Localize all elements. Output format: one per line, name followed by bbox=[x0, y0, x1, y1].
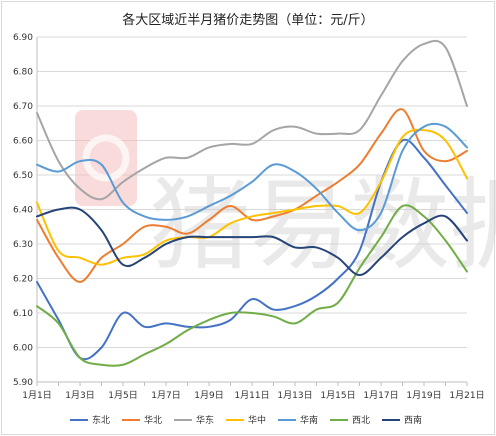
series-line-华北 bbox=[36, 108, 468, 283]
x-tick-label: 1月15日 bbox=[320, 390, 355, 401]
y-tick-label: 5.90 bbox=[13, 378, 33, 388]
x-tick-label: 1月11日 bbox=[234, 390, 269, 401]
x-tick-label: 1月5日 bbox=[108, 390, 137, 401]
y-tick-label: 6.40 bbox=[13, 206, 33, 216]
legend-item: 华北 bbox=[122, 414, 162, 426]
legend-label: 华中 bbox=[248, 414, 266, 426]
y-tick-label: 6.10 bbox=[13, 309, 33, 319]
y-tick-label: 6.30 bbox=[13, 240, 33, 250]
series-line-华中 bbox=[36, 128, 468, 266]
y-axis-ticks: 5.90 6.00 6.10 6.20 6.30 6.40 6.50 6.60 6.70 6.80… bbox=[13, 33, 33, 388]
x-tick-label: 1月21日 bbox=[449, 390, 484, 401]
series-line-华南 bbox=[36, 122, 468, 232]
series-line-西南 bbox=[36, 206, 468, 277]
y-tick-label: 6.80 bbox=[13, 68, 33, 78]
legend-label: 东北 bbox=[92, 414, 110, 426]
legend-label: 华南 bbox=[300, 414, 318, 426]
x-axis-ticks: 1月1日 1月3日 1月5日 1月7日 1月9日 1月11日 1月13日 1月15日 1月17日… bbox=[22, 382, 485, 401]
y-tick-label: 6.70 bbox=[13, 102, 33, 112]
y-tick-label: 6.50 bbox=[13, 171, 33, 181]
x-tick-label: 1月7日 bbox=[151, 390, 180, 401]
y-tick-label: 6.90 bbox=[13, 33, 33, 43]
legend: 东北 华北 华东 华中 华南 西北 西南 bbox=[70, 414, 422, 426]
series-line-华东 bbox=[36, 39, 468, 201]
legend-item: 华中 bbox=[226, 414, 266, 426]
legend-item: 西北 bbox=[330, 415, 370, 426]
series-lines bbox=[36, 39, 468, 367]
legend-item: 华南 bbox=[278, 414, 318, 426]
chart-title: 各大区域近半月猪价走势图（单位：元/斤） bbox=[122, 13, 374, 28]
watermark-text: 猪易数据 bbox=[150, 167, 496, 284]
legend-label: 西南 bbox=[404, 414, 422, 426]
legend-label: 华东 bbox=[196, 414, 214, 426]
legend-label: 华北 bbox=[144, 414, 162, 426]
y-tick-label: 6.20 bbox=[13, 275, 33, 285]
series-line-西北 bbox=[36, 204, 468, 367]
legend-label: 西北 bbox=[352, 415, 370, 426]
y-tick-label: 6.60 bbox=[13, 137, 33, 147]
x-tick-label: 1月17日 bbox=[363, 390, 398, 401]
x-tick-label: 1月9日 bbox=[194, 390, 223, 401]
legend-item: 东北 bbox=[70, 414, 110, 426]
x-tick-label: 1月3日 bbox=[65, 390, 94, 401]
legend-item: 华东 bbox=[174, 414, 214, 426]
x-tick-label: 1月1日 bbox=[22, 390, 51, 401]
y-tick-label: 6.00 bbox=[13, 344, 33, 354]
x-tick-label: 1月19日 bbox=[406, 390, 441, 401]
x-tick-label: 1月13日 bbox=[277, 390, 312, 401]
legend-item: 西南 bbox=[382, 414, 422, 426]
